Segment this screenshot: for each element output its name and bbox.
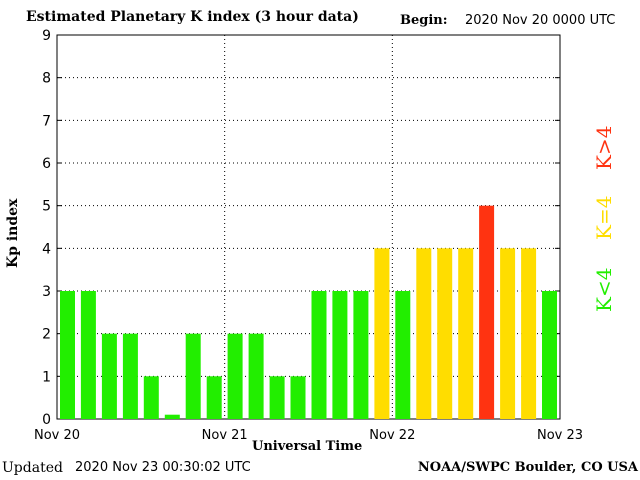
y-tick-label: 4 [42,241,51,257]
kp-bar [143,376,159,419]
y-tick-label: 9 [42,28,51,44]
x-axis-label: Universal Time [252,439,363,454]
updated-label: Updated [2,460,63,476]
chart-title: Estimated Planetary K index (3 hour data… [26,9,359,25]
y-tick-label: 6 [42,156,51,172]
kp-bar [458,248,474,419]
kp-bar [227,333,243,419]
kp-bar [437,248,453,419]
kp-bar [500,248,516,419]
y-tick-label: 5 [42,199,51,215]
y-tick-label: 8 [42,71,51,87]
kp-bar [311,291,327,419]
y-tick-label: 1 [42,369,51,385]
kp-bar [290,376,306,419]
x-tick-label: Nov 23 [537,428,583,443]
kp-bar [542,291,557,419]
kp-bar [416,248,432,419]
begin-label: Begin: [400,13,448,28]
kp-bar [269,376,285,419]
kp-bar [164,414,180,419]
kp-bar [60,291,75,419]
kp-bar [395,291,411,419]
legend-low: K<4 [592,267,616,312]
updated-value: 2020 Nov 23 00:30:02 UTC [75,460,251,475]
kp-bar [185,333,201,419]
legend-high: K>4 [592,125,616,170]
kp-bar [374,248,390,419]
x-tick-label: Nov 22 [369,428,415,443]
plot-frame [56,34,561,420]
kp-bar [353,291,369,419]
y-tick-label: 3 [42,284,51,300]
legend-equal: K=4 [592,195,616,240]
kp-bar [101,333,117,419]
begin-value: 2020 Nov 20 0000 UTC [465,13,616,28]
y-axis-label: Kp index [5,198,21,268]
x-tick-label: Nov 21 [202,428,248,443]
y-tick-label: 2 [42,327,51,343]
kp-bar [521,248,537,419]
credit-text: NOAA/SWPC Boulder, CO USA [417,460,638,475]
kp-bar [479,205,495,419]
kp-bar [248,333,264,419]
y-tick-label: 0 [42,412,51,428]
kp-bar [332,291,348,419]
y-tick-label: 7 [42,113,51,129]
kp-bar [206,376,222,419]
kp-bar [80,291,96,419]
x-tick-label: Nov 20 [34,428,80,443]
kp-bar [122,333,138,419]
